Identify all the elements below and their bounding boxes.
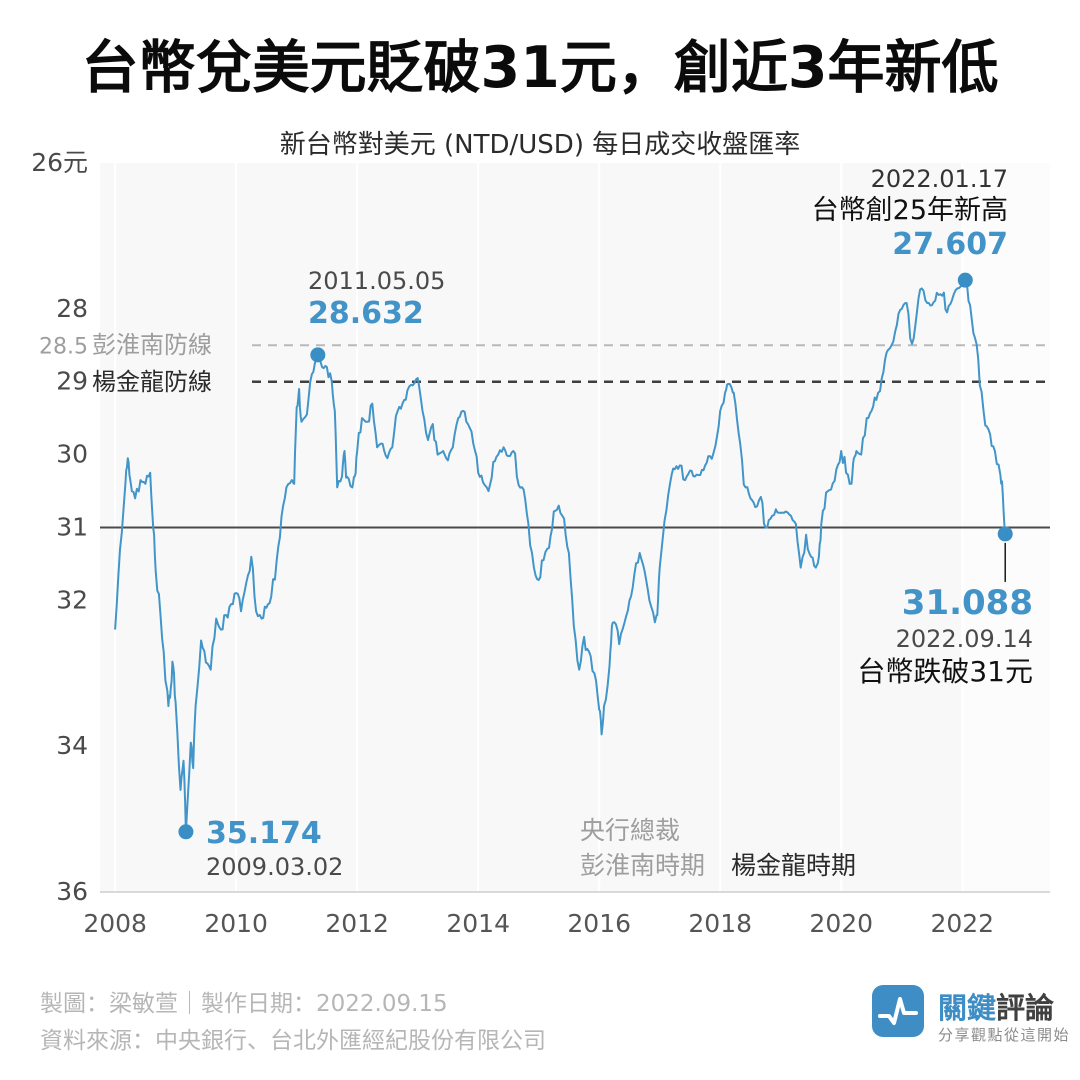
y-tick-label: 30	[56, 440, 88, 469]
y-tick-label: 29	[56, 367, 88, 396]
x-tick-label: 2012	[325, 909, 389, 938]
brand-tagline: 分享觀點從這開始	[938, 1026, 1071, 1044]
brand-name-primary: 關鍵	[938, 991, 997, 1025]
era-label-governor: 央行總裁	[580, 816, 681, 845]
y-tick-label: 36	[56, 877, 88, 906]
annotation-date: 2009.03.02	[206, 853, 344, 881]
x-tick-label: 2014	[446, 909, 510, 938]
annotation-value: 27.607	[892, 227, 1008, 262]
x-tick-label: 2018	[688, 909, 752, 938]
annotation-value: 28.632	[308, 296, 424, 331]
chart-subtitle: 新台幣對美元 (NTD/USD) 每日成交收盤匯率	[279, 130, 801, 160]
defense-line-label-yang: 楊金龍防線	[92, 368, 212, 396]
annotation-2011-peak: 2011.05.05 28.632	[308, 266, 445, 332]
y-tick-label: 32	[56, 585, 88, 614]
x-tick-label: 2008	[83, 909, 147, 938]
annotation-2022-high: 2022.01.17 台幣創25年新高 27.607	[812, 164, 1008, 263]
y-tick-label: 28	[56, 294, 88, 323]
brand-logo-icon	[872, 985, 924, 1037]
brand-name: 關鍵評論	[938, 985, 1054, 1027]
brand-name-secondary: 評論	[996, 991, 1055, 1025]
annotation-value: 35.174	[206, 816, 322, 851]
annotation-text: 台幣跌破31元	[857, 655, 1033, 688]
annotation-2022-low: 31.088 2022.09.14 台幣跌破31元	[857, 582, 1033, 690]
y-tick-label: 34	[56, 731, 88, 760]
pulse-line-icon	[878, 997, 918, 1025]
defense-line-label-peng: 彭淮南防線	[92, 331, 212, 359]
y-tick-label: 31	[56, 513, 88, 542]
page-title: 台幣兌美元貶破31元，創近3年新低	[81, 35, 999, 101]
x-tick-label: 2022	[930, 909, 994, 938]
marker-dot	[178, 824, 194, 840]
annotation-date: 2022.09.14	[895, 625, 1033, 653]
era-label-peng: 彭淮南時期	[580, 851, 706, 880]
footer-source: 資料來源：中央銀行、台北外匯經紀股份有限公司	[40, 1028, 546, 1054]
y-tick-label: 26元	[31, 148, 88, 177]
annotation-value: 31.088	[901, 583, 1033, 623]
era-label-yang: 楊金龍時期	[731, 851, 857, 880]
x-tick-label: 2020	[809, 909, 873, 938]
y-tick-label: 28.5	[39, 334, 88, 359]
annotation-text: 台幣創25年新高	[811, 195, 1008, 226]
x-tick-label: 2010	[204, 909, 268, 938]
marker-dot	[997, 526, 1013, 542]
footer-credit: 製圖：梁敏萱｜製作日期：2022.09.15	[40, 991, 448, 1017]
annotation-2009-low: 35.174 2009.03.02	[206, 816, 343, 882]
marker-dot	[957, 272, 973, 288]
annotation-date: 2011.05.05	[308, 267, 446, 295]
series-line	[114, 279, 1007, 833]
marker-dot	[310, 347, 326, 363]
x-tick-label: 2016	[567, 909, 631, 938]
annotation-date: 2022.01.17	[870, 165, 1008, 193]
